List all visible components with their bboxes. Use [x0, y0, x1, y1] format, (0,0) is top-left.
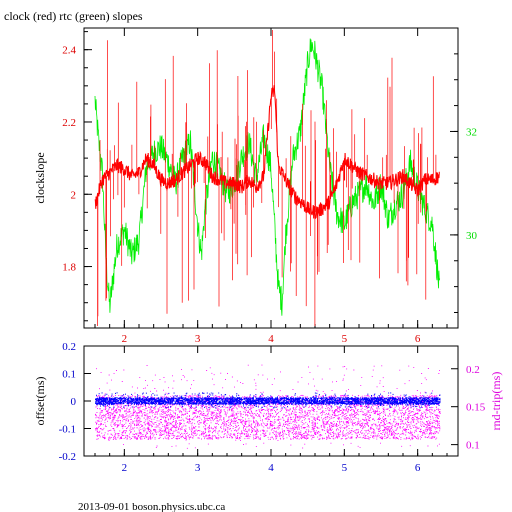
slope-y-tick-label: 2 — [71, 189, 77, 201]
offset-y-tick-label: 0.2 — [62, 341, 76, 353]
slope-y-label: clockslope — [33, 152, 47, 203]
rndtrip-y-tick-label: 0.1 — [466, 440, 480, 452]
clock-slope-series — [94, 85, 440, 219]
rndtrip-y-tick-label: 0.2 — [466, 364, 480, 376]
offset-scatter — [95, 392, 441, 409]
offset-panel: offset(ms) rnd-trip(ms) 2 3 4 5 6 -0.2 -0.1 0 0.… — [33, 341, 503, 474]
offset-x-tick-label: 4 — [268, 462, 274, 474]
offset-x-tick-label: 6 — [415, 462, 421, 474]
chart-title: clock (red) rtc (green) slopes — [4, 9, 143, 23]
offset-y-tick-label: 0.1 — [62, 369, 76, 381]
slope-x-tick-label: 6 — [415, 333, 421, 345]
offset-y-tick-label: -0.2 — [59, 451, 76, 463]
slope-x-tick-label: 2 — [122, 333, 128, 345]
offset-y-tick-label: -0.1 — [59, 424, 76, 436]
clock-slope-spikes — [97, 30, 437, 326]
rndtrip-scatter — [95, 364, 441, 449]
slope-x-tick-label: 5 — [342, 333, 348, 345]
offset-x-tick-label: 5 — [342, 462, 348, 474]
slope-y2-tick-label: 30 — [466, 230, 478, 242]
rndtrip-y-label: rnd-trip(ms) — [489, 372, 503, 431]
offset-y-label: offset(ms) — [33, 376, 47, 425]
slope-y-tick-label: 2.4 — [62, 45, 76, 57]
offset-x-tick-label: 2 — [122, 462, 128, 474]
slope-panel: clockslope 2 3 4 5 6 1.8 2 2.2 2.4 30 32 — [33, 27, 478, 345]
offset-x-tick-label: 3 — [195, 462, 201, 474]
slope-y2-tick-label: 32 — [466, 126, 477, 138]
slope-y-tick-label: 1.8 — [62, 262, 76, 274]
slope-y-tick-label: 2.2 — [62, 117, 76, 129]
offset-y-tick-label: 0 — [71, 396, 77, 408]
rndtrip-y-tick-label: 0.15 — [466, 402, 486, 414]
slope-x-tick-label: 4 — [268, 333, 274, 345]
footer-text: 2013-09-01 boson.physics.ubc.ca — [78, 501, 225, 512]
slope-x-tick-label: 3 — [195, 333, 201, 345]
